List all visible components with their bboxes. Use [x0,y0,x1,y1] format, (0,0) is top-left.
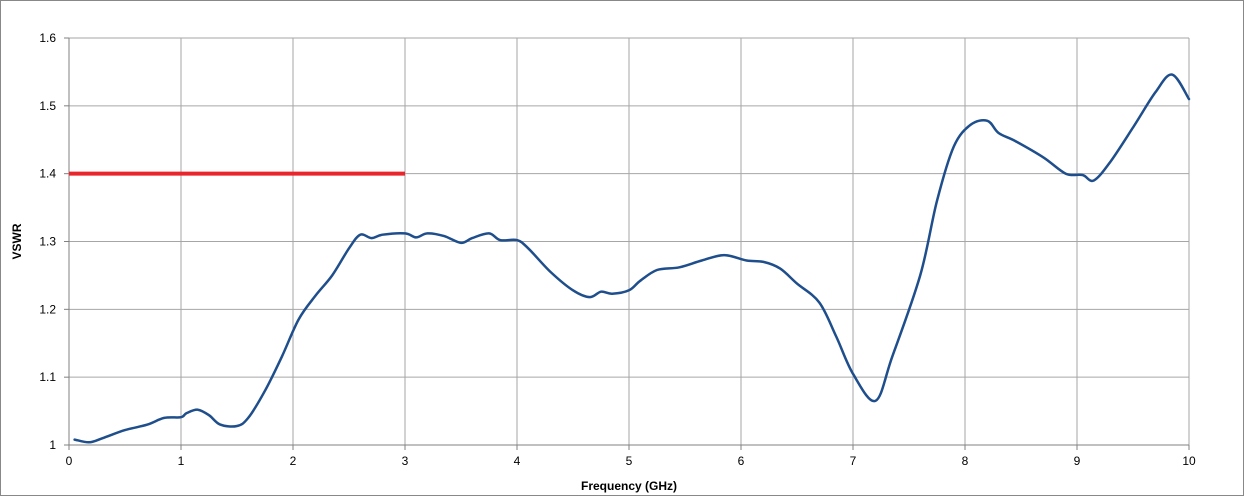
y-axis-title: VSWR [10,223,24,259]
x-tick-label-1: 1 [178,454,185,468]
x-tick-label-3: 3 [402,454,409,468]
x-tick-label-10: 10 [1182,454,1196,468]
y-tick-label-2: 1.2 [39,302,56,316]
y-tick-label-5: 1.5 [39,99,56,113]
y-tick-label-3: 1.3 [39,235,56,249]
x-axis-title: Frequency (GHz) [581,479,677,493]
x-tick-label-4: 4 [514,454,521,468]
y-tick-label-4: 1.4 [39,167,56,181]
y-tick-label-1: 1.1 [39,370,56,384]
x-tick-label-6: 6 [738,454,745,468]
x-tick-label-8: 8 [962,454,969,468]
x-tick-label-9: 9 [1074,454,1081,468]
x-tick-label-0: 0 [66,454,73,468]
x-tick-label-7: 7 [850,454,857,468]
x-tick-label-5: 5 [626,454,633,468]
series-line-0 [73,73,1191,444]
y-tick-label-6: 1.6 [39,31,56,45]
x-tick-label-2: 2 [290,454,297,468]
y-tick-label-0: 1 [49,438,56,452]
